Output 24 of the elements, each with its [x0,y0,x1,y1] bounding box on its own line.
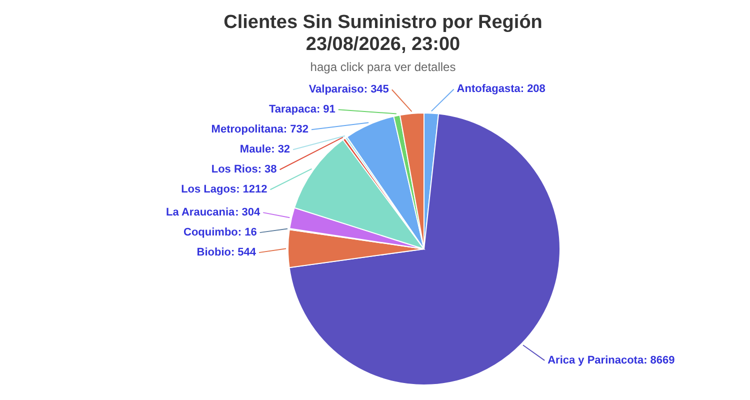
chart-title: Clientes Sin Suministro por Región 23/08/2026, 23:00 [224,12,542,56]
slice-label: Biobio [196,246,232,259]
data-label: : 345 [364,84,389,96]
slice-label: Maule [240,144,272,156]
data-label: : 1212 [236,184,268,196]
data-label: : 16 [238,226,257,239]
slice-label: La Araucania [166,206,236,219]
slice-label: Metropolitana [211,124,284,136]
slice-label: Valparaiso [308,84,364,96]
slice-label: Los Rios [211,164,258,176]
slice-label: Arica y Parinacota [548,354,644,366]
data-label: : 544 [230,246,257,259]
data-label: : 208 [520,83,546,96]
data-label: : 38 [258,164,277,176]
slice-label: Coquimbo [184,226,238,239]
data-label: : 8669 [644,354,675,366]
data-label: : 304 [235,206,262,219]
slice-label: Tarapaca [268,104,318,116]
slice-label: Antofagasta [456,83,522,96]
slice-label: Los Lagos [181,184,236,196]
data-label: : 91 [316,104,336,116]
chart-subtitle: haga click para ver detalles [310,60,456,74]
data-label: : 32 [271,144,290,156]
data-label: : 732 [283,124,308,136]
